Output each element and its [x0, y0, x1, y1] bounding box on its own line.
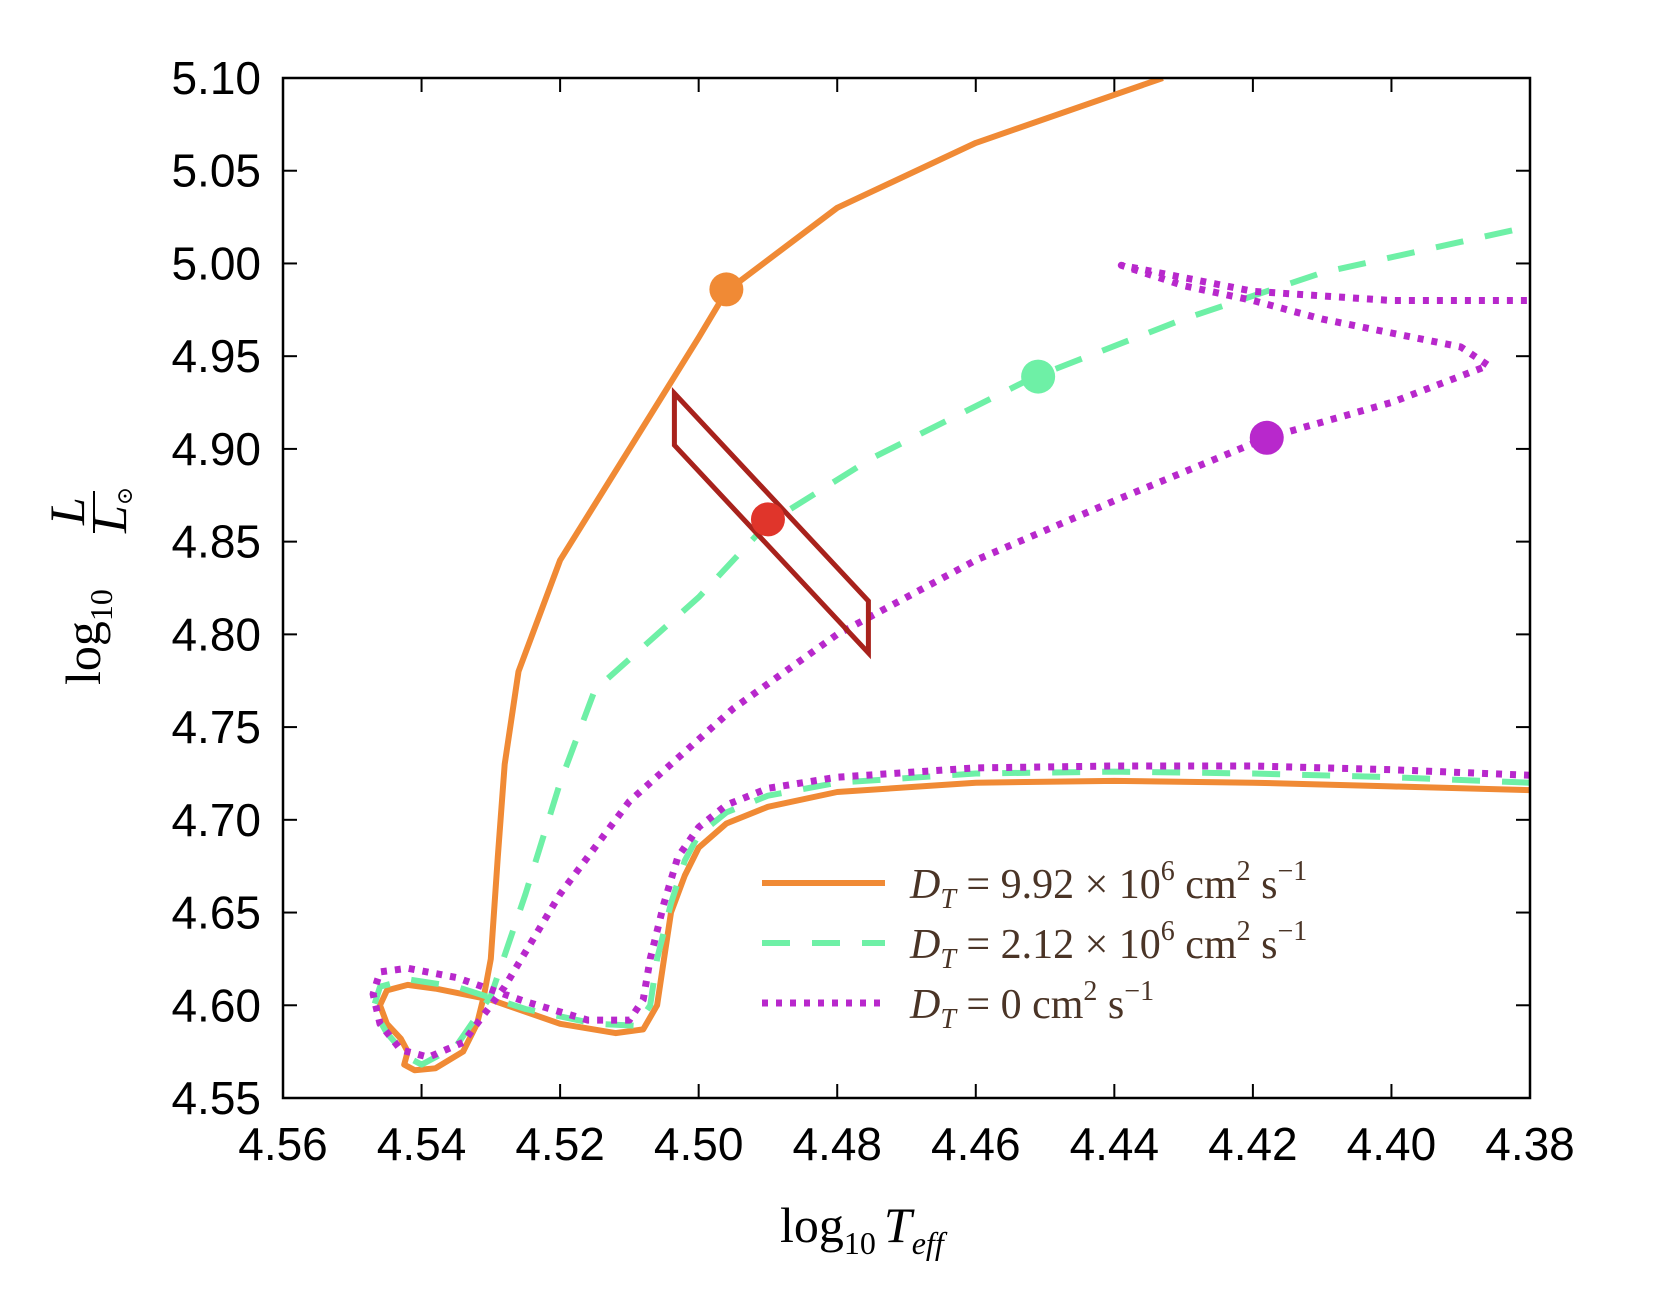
y-tick-label: 4.75: [171, 701, 261, 753]
y-tick-label: 4.85: [171, 516, 261, 568]
plot-frame: [281, 76, 1532, 1100]
x-tick-label: 4.40: [1347, 1118, 1437, 1170]
y-axis-label: log10 L L⊙: [39, 487, 137, 685]
y-tick-label: 5.05: [171, 145, 261, 197]
series-line-dashed: [370, 223, 1530, 1068]
y-tick-label: 4.95: [171, 330, 261, 382]
point-marker: [1249, 420, 1284, 455]
svg-text:L⊙: L⊙: [81, 487, 137, 534]
x-tick-label: 4.42: [1208, 1118, 1298, 1170]
x-tick-label: 4.56: [238, 1118, 328, 1170]
series-line-solid: [377, 78, 1530, 1074]
x-tick-label: 4.46: [931, 1118, 1021, 1170]
x-axis-label: log10 Teff: [780, 1197, 948, 1261]
x-tick-label: 4.54: [377, 1118, 467, 1170]
y-tick-label: 4.80: [171, 608, 261, 660]
observed-error-box: [671, 386, 871, 660]
x-tick-label: 4.38: [1485, 1118, 1575, 1170]
y-tick-label: 4.60: [171, 979, 261, 1031]
markers-layer: [709, 272, 1284, 537]
series-line-dotted: [369, 261, 1530, 1061]
error-box-layer: [671, 386, 871, 660]
x-tick-label: 4.50: [654, 1118, 744, 1170]
x-tick-label: 4.44: [1070, 1118, 1160, 1170]
series-layer: [369, 78, 1530, 1074]
y-tick-label: 4.70: [171, 794, 261, 846]
point-marker: [750, 502, 785, 537]
y-tick-label: 4.90: [171, 423, 261, 475]
ticks-layer: 4.56 4.54 4.52 4.50 4.48 4.46 4.44 4.42 4.40 4.38…: [171, 52, 1574, 1170]
legend-label-2: DT = 2.12 × 106 cm2 s−1: [909, 916, 1307, 975]
svg-text:L: L: [39, 497, 95, 526]
point-marker: [709, 272, 744, 307]
x-tick-label: 4.48: [792, 1118, 882, 1170]
y-tick-label: 4.65: [171, 887, 261, 939]
y-tick-label: 5.10: [171, 52, 261, 104]
legend-label-1: DT = 9.92 × 106 cm2 s−1: [909, 856, 1307, 915]
point-marker: [1021, 359, 1056, 394]
legend: DT = 9.92 × 106 cm2 s−1 DT = 2.12 × 106 …: [762, 856, 1307, 1035]
y-tick-label: 5.00: [171, 237, 261, 289]
y-tick-label: 4.55: [171, 1072, 261, 1124]
legend-label-3: DT = 0 cm2 s−1: [909, 976, 1154, 1035]
svg-text:log10: log10: [55, 589, 119, 685]
x-tick-label: 4.52: [515, 1118, 605, 1170]
